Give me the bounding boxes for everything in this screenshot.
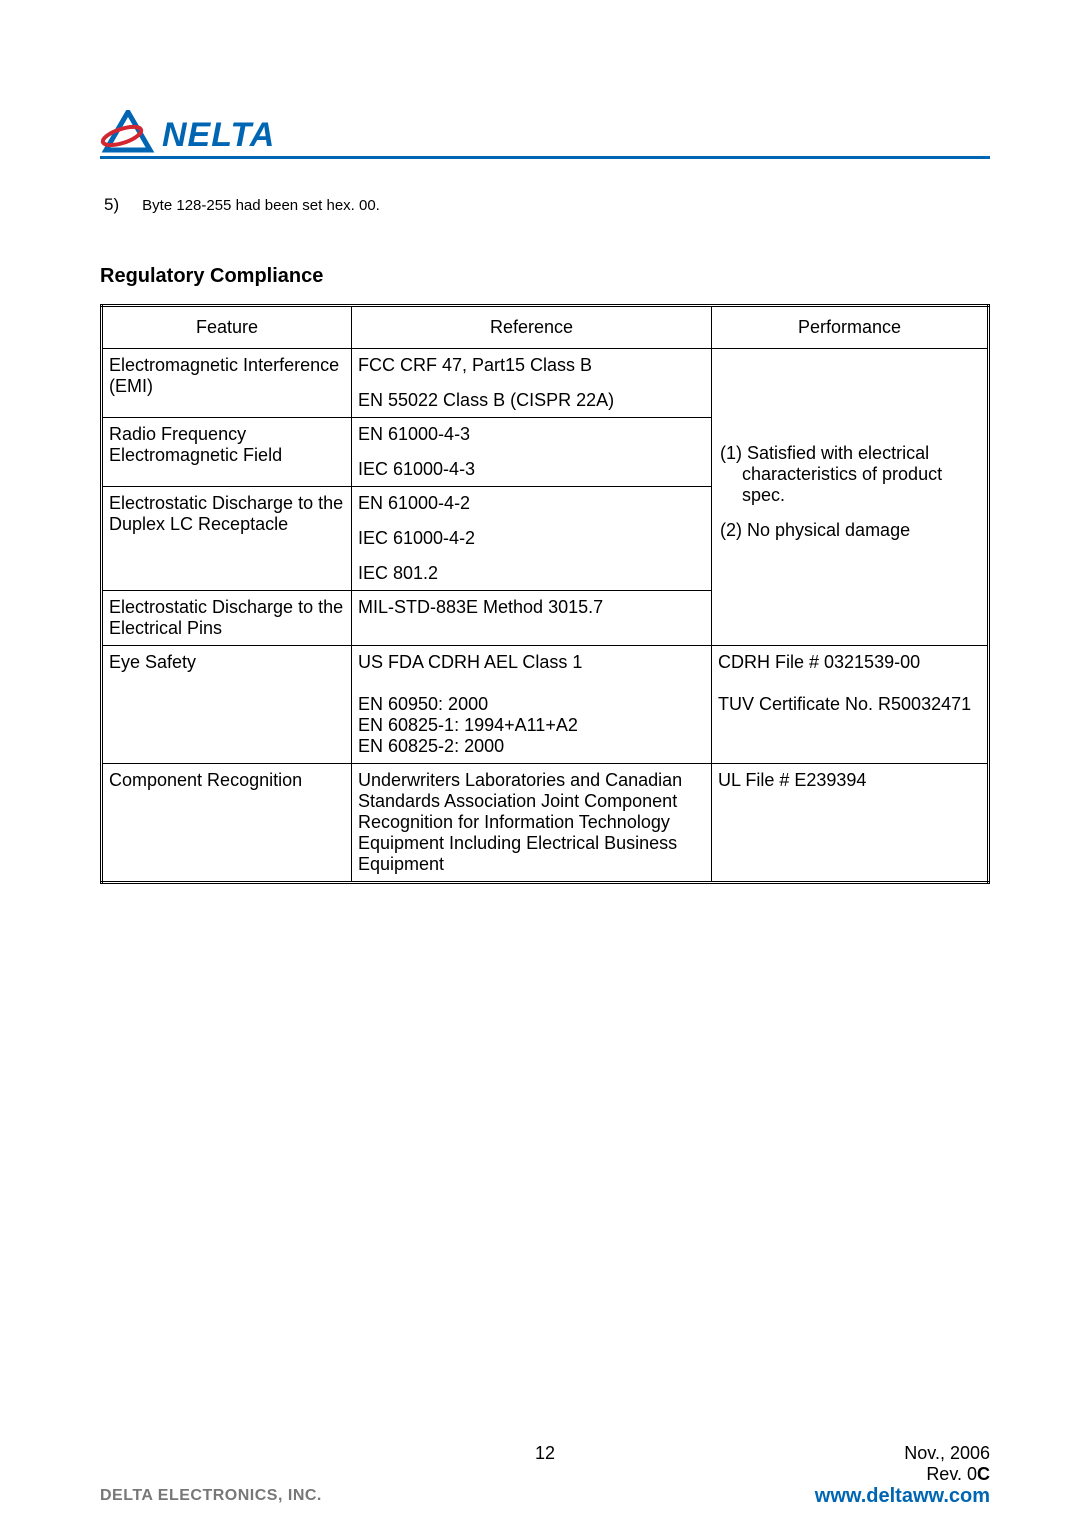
ref-line: IEC 801.2 [358,563,705,584]
cell-reference: EN 61000-4-3 IEC 61000-4-3 [352,418,712,487]
header-reference: Reference [352,306,712,349]
perf-line: UL File # E239394 [718,770,866,790]
section-title: Regulatory Compliance [100,265,990,288]
ref-line: MIL-STD-883E Method 3015.7 [358,597,705,618]
cell-performance: UL File # E239394 [712,764,989,883]
ref-line: IEC 61000-4-3 [358,459,705,480]
footer-company: DELTA ELECTRONICS, INC. [100,1487,322,1505]
perf-line: CDRH File # 0321539-00 [718,652,920,672]
cell-performance-shared: (1) Satisfied with electrical characteri… [712,349,989,646]
table-row: Component Recognition Underwriters Labor… [102,764,989,883]
footer-date: Nov., 2006 [904,1443,990,1463]
header-feature: Feature [102,306,352,349]
cell-reference: EN 61000-4-2 IEC 61000-4-2 IEC 801.2 [352,487,712,591]
cell-feature: Eye Safety [102,646,352,764]
footnote: 5) Byte 128-255 had been set hex. 00. [100,195,990,215]
cell-performance: CDRH File # 0321539-00 TUV Certificate N… [712,646,989,764]
footer-rev-bold: C [977,1464,990,1484]
header-performance: Performance [712,306,989,349]
table-row: Eye Safety US FDA CDRH AEL Class 1 EN 60… [102,646,989,764]
table-row: Electromagnetic Interference (EMI) FCC C… [102,349,989,418]
ref-line: EN 60825-2: 2000 [358,736,504,756]
table-header-row: Feature Reference Performance [102,306,989,349]
ref-line: US FDA CDRH AEL Class 1 [358,652,582,672]
perf-line: spec. [720,485,981,506]
footer-rev: Rev. 0 [926,1464,977,1484]
perf-line: TUV Certificate No. R50032471 [718,694,971,714]
ref-line: FCC CRF 47, Part15 Class B [358,355,705,376]
ref-line: EN 60825-1: 1994+A11+A2 [358,715,578,735]
logo-text: NELTA [162,118,275,154]
perf-line: characteristics of product [720,464,981,485]
ref-line: EN 55022 Class B (CISPR 22A) [358,390,705,411]
footer-url[interactable]: www.deltaww.com [815,1485,990,1507]
ref-line: IEC 61000-4-2 [358,528,705,549]
cell-feature: Electrostatic Discharge to the Duplex LC… [102,487,352,591]
cell-feature: Electrostatic Discharge to the Electrica… [102,591,352,646]
ref-line: EN 60950: 2000 [358,694,488,714]
cell-reference: Underwriters Laboratories and Canadian S… [352,764,712,883]
cell-reference: US FDA CDRH AEL Class 1 EN 60950: 2000 E… [352,646,712,764]
cell-feature: Radio Frequency Electromagnetic Field [102,418,352,487]
cell-reference: MIL-STD-883E Method 3015.7 [352,591,712,646]
footnote-text: Byte 128-255 had been set hex. 00. [142,197,380,214]
logo: NELTA [100,110,275,154]
header: NELTA [100,110,990,159]
perf-line: (2) No physical damage [720,520,981,541]
footer-right: Nov., 2006 Rev. 0C www.deltaww.com [815,1443,990,1508]
regulatory-table: Feature Reference Performance Electromag… [100,304,990,884]
ref-line: Underwriters Laboratories and Canadian S… [358,770,682,874]
ref-line: EN 61000-4-2 [358,493,705,514]
cell-feature: Electromagnetic Interference (EMI) [102,349,352,418]
cell-reference: FCC CRF 47, Part15 Class B EN 55022 Clas… [352,349,712,418]
cell-feature: Component Recognition [102,764,352,883]
logo-mark-icon [100,110,156,154]
ref-line: EN 61000-4-3 [358,424,705,445]
footnote-number: 5) [104,195,138,215]
perf-line: (1) Satisfied with electrical [720,443,981,464]
